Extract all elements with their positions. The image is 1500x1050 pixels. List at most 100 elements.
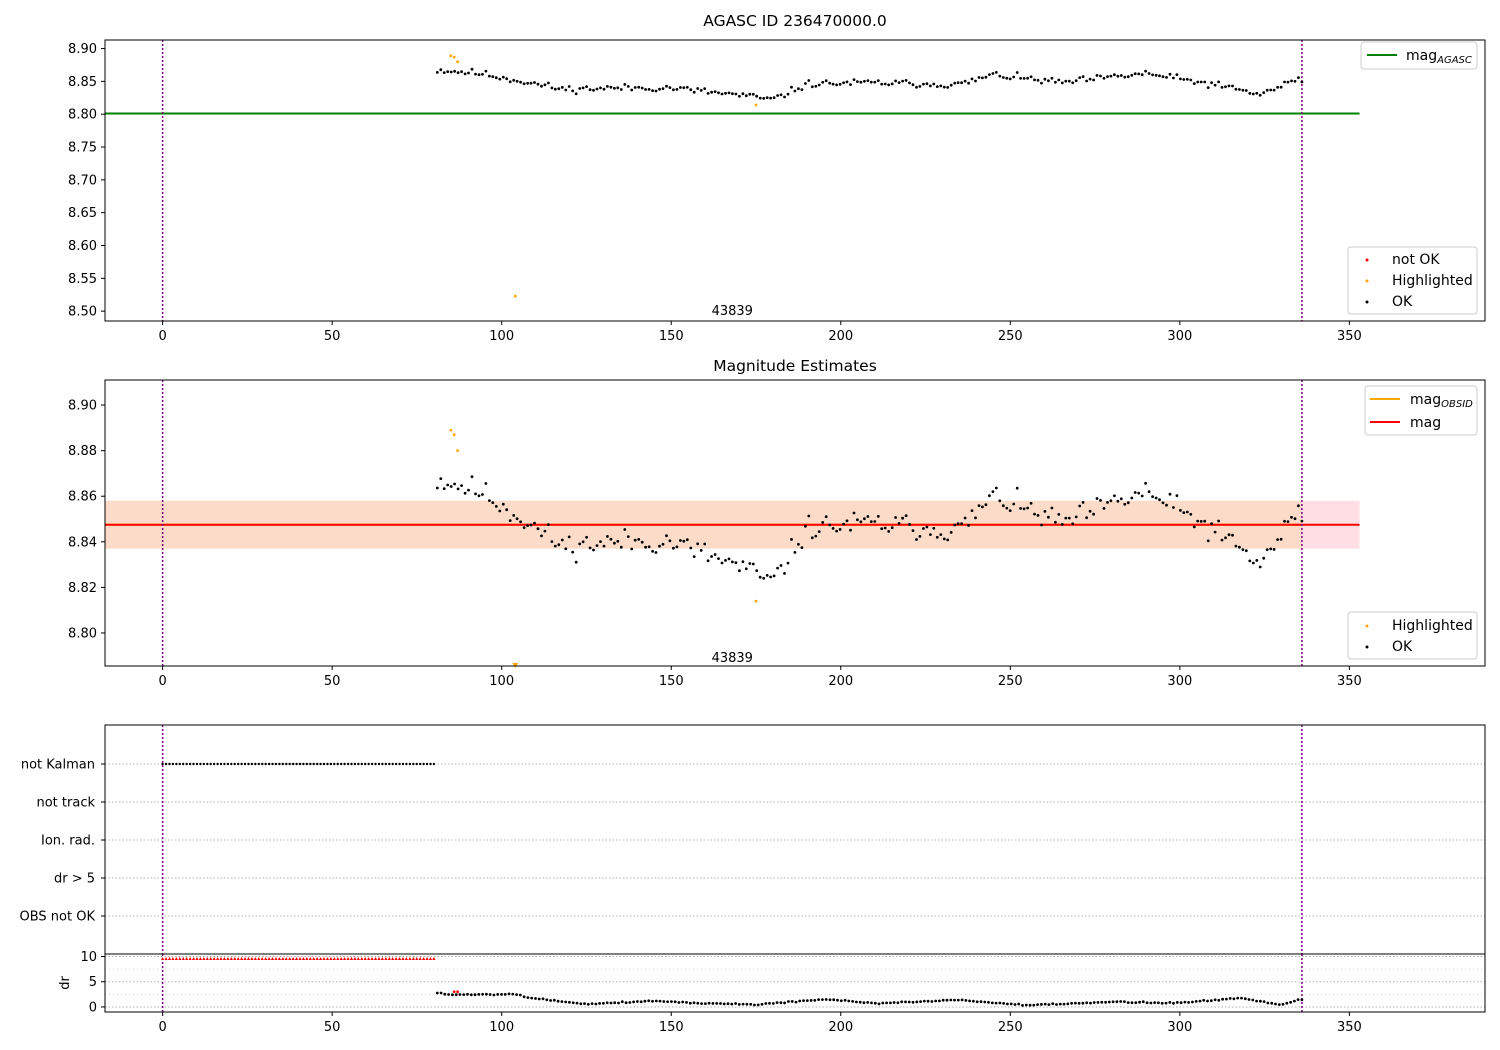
point-agasc-0-226 [1220,86,1224,89]
point-dr-1-52 [632,1000,635,1004]
point-agasc-0-161 [994,71,998,74]
point-agasc-0-214 [1179,77,1182,81]
point-mag-0-84 [727,557,731,561]
point-dr-0-75 [418,956,422,960]
point-agasc-0-207 [1154,73,1158,77]
point-dr-1-139 [960,998,964,1002]
point-mag-0-42 [581,540,585,544]
flag-point-0-24 [243,762,247,766]
point-dr-0-11 [198,956,203,960]
point-agasc-0-33 [550,86,554,90]
point-dr-1-17 [500,993,503,996]
point-dr-0-25 [246,956,251,960]
flag-label-0: not Kalman [21,758,95,773]
point-dr-0-46 [318,956,323,960]
point-agasc-0-94 [762,97,766,100]
point-agasc-0-143 [932,82,936,86]
flag-point-0-23 [240,762,243,766]
point-dr-1-136 [949,998,953,1002]
point-mag-0-203 [1140,494,1144,498]
point-dr-1-226 [1289,1000,1292,1004]
point-dr-0-69 [397,956,402,960]
point-mag-0-26 [526,524,529,527]
point-dr-1-120 [889,1001,892,1005]
point-dr-1-183 [1126,1001,1130,1004]
point-agasc-0-153 [967,81,970,85]
point-agasc-0-22 [512,78,516,82]
point-mag-0-114 [831,527,835,530]
point-mag-0-177 [1050,506,1054,510]
point-mag-0-213 [1175,494,1179,497]
point-dr-1-202 [1198,999,1202,1003]
point-agasc-0-44 [588,88,592,92]
point-agasc-0-220 [1199,80,1203,84]
point-agasc-0-127 [876,79,880,82]
point-dr-1-78 [730,1002,734,1006]
point-mag-0-69 [675,545,679,549]
y-tick-label-agasc-8: 8.90 [68,42,97,57]
x-tick-label-agasc-4: 200 [828,329,853,344]
flag-point-0-36 [285,762,288,766]
flag-point-0-9 [192,762,195,766]
point-dr-1-185 [1134,1001,1138,1005]
point-agasc-0-112 [824,79,828,83]
point-agasc-0-65 [661,87,665,90]
point-dr-1-137 [953,998,956,1002]
point-agasc-0-136 [908,81,911,85]
point-mag-0-139 [918,535,922,538]
point-dr-0-26 [250,956,254,960]
point-dr-1-103 [824,998,828,1001]
point-agasc-0-198 [1123,75,1127,79]
point-agasc-0-180 [1060,81,1064,85]
point-dr-1-227 [1293,999,1296,1003]
point-agasc-0-191 [1099,74,1102,78]
point-mag-0-173 [1036,514,1040,517]
point-agasc-0-10 [470,67,474,71]
point-mag-0-214 [1179,509,1182,512]
point-dr-1-209 [1225,997,1228,1001]
flag-point-0-50 [333,762,336,766]
point-mag-0-171 [1029,501,1033,505]
point-agasc-0-151 [960,81,963,85]
flag-point-0-4 [175,762,178,766]
point-mag-0-16 [491,501,495,504]
point-mag-0-40 [574,560,578,564]
point-dr-0-36 [284,956,288,960]
point-agasc-0-0 [435,71,439,74]
point-agasc-0-144 [935,85,939,88]
point-mag-0-122 [859,520,863,524]
point-mag-0-141 [925,525,929,529]
y-tick-label-agasc-6: 8.80 [68,108,97,123]
point-mag-0-80 [713,553,717,556]
point-agasc-0-117 [842,81,845,85]
point-dr-1-23 [522,995,526,999]
flag-point-0-1 [164,762,168,766]
point-agasc-0-95 [765,96,769,99]
point-mag-0-72 [685,538,689,542]
point-mag-0-248 [1297,504,1300,508]
point-agasc-0-113 [828,81,832,85]
y-tick-label-agasc-0: 8.50 [68,305,97,320]
point-agasc-0-132 [894,79,897,83]
point-dr-1-39 [583,1002,586,1005]
flag-point-0-11 [199,762,202,766]
point-dr-1-127 [915,1000,919,1004]
point-dr-1-129 [922,999,926,1003]
point-mag-0-47 [599,540,602,543]
point-agasc-0-119 [849,83,852,86]
point-dr-0-58 [360,956,364,960]
point-agasc-0-133 [897,81,901,84]
flag-point-0-3 [171,762,175,766]
point-mag-0-52 [616,539,620,543]
point-dr-1-150 [1002,1002,1005,1005]
point-agasc-0-182 [1067,79,1071,83]
point-dr-0-23 [240,956,244,960]
point-mag-0-133 [897,522,901,525]
point-agasc-0-193 [1106,75,1109,78]
flag-point-0-60 [367,762,370,766]
point-dr-1-19 [507,992,511,996]
x-tick-label-agasc-5: 250 [998,329,1023,344]
flag-point-0-39 [295,762,298,766]
point-agasc-0-49 [606,85,609,88]
flag-point-0-77 [425,762,429,766]
